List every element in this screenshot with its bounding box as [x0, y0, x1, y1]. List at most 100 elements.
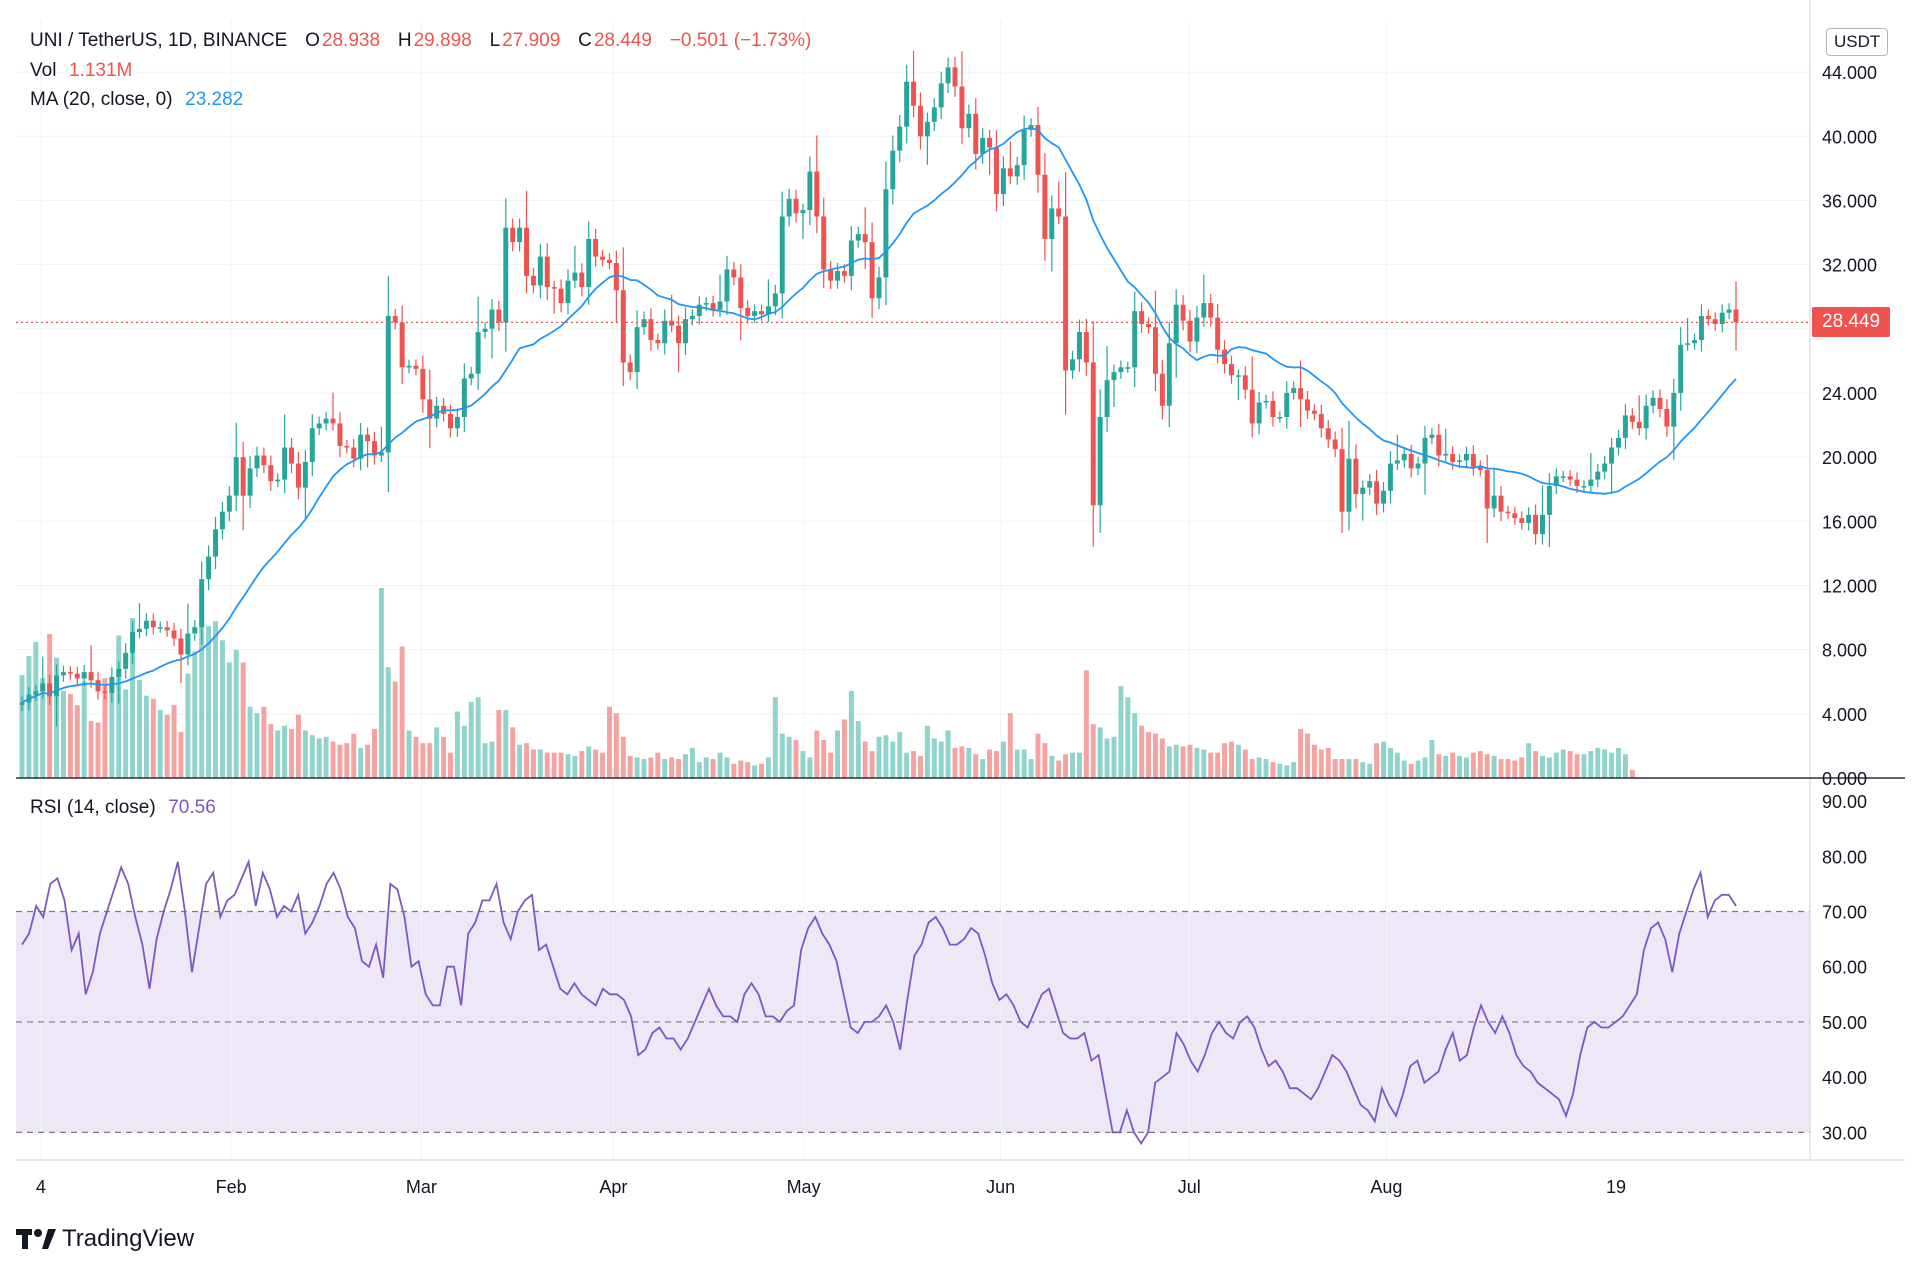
volume-bar: [282, 725, 288, 778]
candle-body: [213, 529, 219, 557]
candle-body: [911, 81, 917, 106]
close-label: C: [578, 30, 592, 51]
candle-body: [475, 331, 481, 374]
candle-body: [1726, 309, 1732, 313]
candle-body: [1291, 388, 1297, 393]
volume-bar: [807, 757, 813, 778]
candle-body: [945, 67, 951, 84]
candle-body: [1512, 513, 1518, 519]
volume-bar: [358, 747, 364, 778]
volume-bar: [316, 738, 322, 778]
time-axis: 4 Feb Mar Apr May Jun Jul Aug 19: [36, 1177, 1626, 1197]
rsi-level-lines: [16, 910, 1810, 1133]
candle-body: [289, 447, 295, 464]
volume-bar: [88, 721, 94, 778]
volume-bar: [309, 735, 315, 778]
candle-body: [1242, 375, 1248, 390]
volume-bar: [206, 626, 212, 778]
rsi-tick-label: 40.00: [1822, 1068, 1867, 1088]
candle-body: [676, 325, 682, 344]
candle-body: [275, 479, 281, 482]
volume-bar: [1298, 728, 1304, 778]
volume-bar: [81, 681, 87, 778]
candle-body: [1263, 400, 1269, 403]
time-tick-label: 4: [36, 1177, 46, 1197]
volume-bar: [1374, 743, 1380, 778]
candle-body: [1318, 413, 1324, 429]
candle-body: [40, 683, 46, 692]
price-axis: 44.00040.00036.00032.00028.00024.00020.0…: [1822, 63, 1877, 789]
candle-body: [192, 627, 198, 634]
volume-bar: [620, 736, 626, 778]
candle-body: [524, 227, 530, 276]
candle-body: [973, 113, 979, 154]
volume-bar: [1056, 760, 1062, 778]
volume-bar: [1256, 757, 1262, 778]
volume-bar: [1132, 713, 1138, 778]
candle-body: [206, 556, 212, 580]
candle-body: [295, 463, 301, 488]
candle-body: [1401, 453, 1407, 461]
currency-unit-button[interactable]: USDT: [1826, 28, 1889, 56]
volume-bar: [1028, 759, 1034, 778]
volume-bar: [233, 649, 239, 778]
volume-bar: [427, 743, 433, 778]
candle-body: [994, 147, 999, 195]
price-tick-label: 0.000: [1822, 769, 1867, 789]
volume-bar: [330, 741, 336, 778]
candle-body: [1007, 168, 1013, 177]
volume-bar: [1277, 763, 1283, 778]
ma-legend[interactable]: MA (20, close, 0) 23.282: [30, 89, 245, 111]
volume-bar: [876, 736, 882, 778]
volume-bar: [786, 736, 792, 778]
symbol-title[interactable]: UNI / TetherUS, 1D, BINANCE: [30, 30, 288, 51]
volume-bar: [904, 752, 910, 778]
volume-bar: [703, 757, 709, 778]
candle-body: [1394, 460, 1400, 464]
volume-bar: [710, 759, 716, 778]
volume-bar: [1208, 752, 1214, 778]
volume-bar: [1215, 752, 1221, 778]
candle-body: [1298, 388, 1304, 400]
tradingview-logo-icon: [16, 1229, 56, 1249]
candle-body: [330, 418, 336, 424]
volume-bar: [1097, 727, 1103, 778]
candle-body: [876, 277, 882, 299]
rsi-legend[interactable]: RSI (14, close) 70.56: [30, 797, 218, 819]
volume-bar: [1242, 749, 1248, 778]
candle-body: [1560, 476, 1566, 478]
candlestick-series: [19, 50, 1739, 727]
volume-bar: [199, 605, 205, 778]
volume-bar: [593, 749, 599, 778]
candle-body: [1539, 514, 1545, 535]
candle-body: [137, 628, 142, 633]
candle-body: [247, 468, 253, 496]
volume-bar: [1629, 770, 1635, 778]
candle-body: [530, 275, 536, 286]
candle-body: [185, 633, 191, 655]
volume-bar: [924, 725, 930, 778]
volume-bar: [47, 633, 53, 778]
candle-body: [219, 511, 225, 530]
volume-bar: [1152, 733, 1158, 778]
candle-body: [1228, 364, 1234, 376]
candle-body: [1132, 311, 1138, 368]
candle-body: [1629, 415, 1635, 422]
candle-body: [1546, 486, 1552, 515]
candle-body: [143, 620, 149, 629]
volume-bar: [351, 733, 357, 778]
volume-bar: [1560, 749, 1566, 778]
volume-bar: [572, 755, 578, 778]
volume-bar: [420, 743, 426, 778]
volume-bar: [67, 694, 73, 778]
candle-body: [60, 672, 66, 676]
candle-body: [779, 216, 785, 294]
candle-body: [924, 121, 930, 137]
tradingview-logo[interactable]: TradingView: [16, 1225, 194, 1253]
volume-bar: [724, 757, 730, 778]
volume-bar: [862, 741, 868, 778]
volume-legend[interactable]: Vol 1.131M: [30, 60, 134, 82]
candle-body: [1408, 453, 1414, 469]
candle-body: [226, 495, 232, 512]
candle-body: [74, 673, 80, 679]
